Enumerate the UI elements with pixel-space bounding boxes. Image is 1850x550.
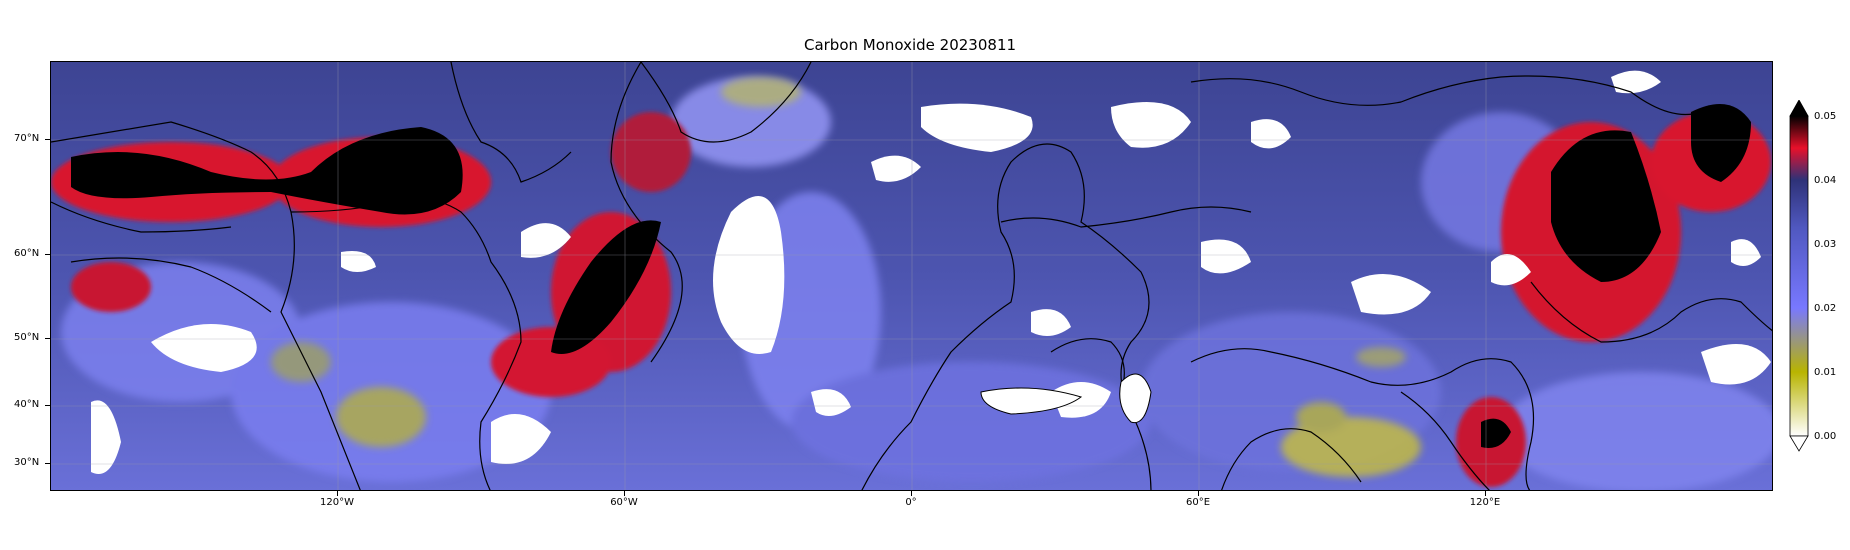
- colorbar-tick-004: 0.04: [1814, 175, 1837, 186]
- lat-tick-30n: 30°N: [14, 457, 40, 468]
- very-low-co-regions: [271, 77, 1421, 477]
- lon-tick-mark-120e: [1485, 491, 1486, 496]
- lat-tick-mark-70n: [45, 139, 50, 140]
- lat-tick-60n: 60°N: [14, 248, 40, 259]
- inland-seas: [980, 373, 1152, 424]
- colorbar-tick-000: 0.00: [1814, 431, 1837, 442]
- map-title: Carbon Monoxide 20230811: [803, 36, 1017, 54]
- lon-tick-120w: 120°W: [320, 497, 354, 508]
- colorbar-tick-001: 0.01: [1814, 367, 1837, 378]
- very-high-co-plumes: [71, 104, 1751, 448]
- lat-tick-mark-60n: [45, 254, 50, 255]
- coastlines: [51, 62, 1772, 490]
- lon-tick-60w: 60°W: [610, 497, 638, 508]
- lat-tick-mark-30n: [45, 463, 50, 464]
- map-panel[interactable]: [50, 61, 1773, 491]
- lon-tick-60e: 60°E: [1185, 497, 1211, 508]
- lon-tick-mark-120w: [337, 491, 338, 496]
- lon-tick-mark-60w: [624, 491, 625, 496]
- lon-tick-mark-0: [911, 491, 912, 496]
- lon-tick-120e: 120°E: [1469, 497, 1501, 508]
- lat-tick-mark-50n: [45, 338, 50, 339]
- lon-tick-0: 0°: [905, 497, 917, 508]
- colorbar-tick-003: 0.03: [1814, 239, 1837, 250]
- lat-tick-50n: 50°N: [14, 332, 40, 343]
- lat-tick-mark-40n: [45, 405, 50, 406]
- colorbar: [1789, 100, 1809, 452]
- no-data-areas: [91, 70, 1771, 474]
- colorbar-gradient: [1789, 115, 1809, 437]
- lat-tick-40n: 40°N: [14, 399, 40, 410]
- colorbar-extend-max: [1789, 100, 1809, 117]
- carbon-monoxide-map: [51, 62, 1772, 490]
- lon-tick-mark-60e: [1198, 491, 1199, 496]
- colorbar-tick-002: 0.02: [1814, 303, 1837, 314]
- colorbar-tick-005: 0.05: [1814, 111, 1837, 122]
- colorbar-extend-min: [1789, 435, 1809, 452]
- lat-tick-70n: 70°N: [14, 133, 40, 144]
